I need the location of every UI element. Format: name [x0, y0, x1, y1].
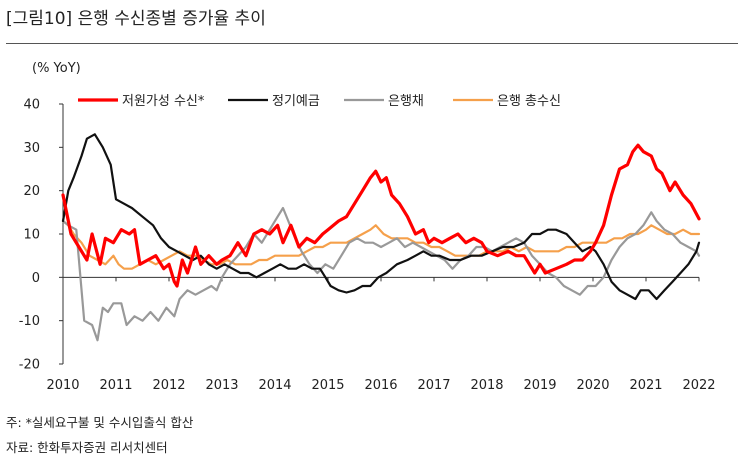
- x-tick-label: 2015: [311, 378, 344, 393]
- y-tick-label: -10: [19, 314, 40, 329]
- legend-label-1: 정기예금: [272, 94, 320, 109]
- chart-legend: 저원가성 수신* 정기예금 은행채 은행 총수신: [78, 93, 561, 109]
- x-tick-label: 2013: [205, 378, 238, 393]
- y-tick-label: 40: [23, 98, 40, 113]
- y-tick-label: 0: [32, 271, 40, 286]
- legend-label-2: 은행채: [388, 93, 424, 109]
- series-line-2: [61, 206, 701, 342]
- x-tick-label: 2020: [576, 378, 609, 393]
- x-tick-label: 2021: [629, 378, 662, 393]
- x-tick-label: 2012: [152, 378, 185, 393]
- title-divider: [6, 43, 738, 44]
- chart-series: [61, 133, 701, 342]
- series-line-0: [61, 143, 701, 288]
- x-tick-label: 2014: [258, 378, 291, 393]
- y-tick-label: 30: [23, 141, 40, 156]
- legend-label-0: 저원가성 수신*: [122, 94, 205, 109]
- figure-title: [그림10] 은행 수신종별 증가율 추이: [6, 9, 266, 29]
- x-tick-label: 2022: [682, 378, 715, 393]
- y-tick-label: 10: [23, 228, 40, 243]
- y-tick-label: 20: [23, 184, 40, 199]
- x-tick-label: 2016: [364, 378, 397, 393]
- footnote-note: 주: *실세요구불 및 수시입출식 합산: [6, 415, 194, 430]
- x-tick-label: 2019: [523, 378, 556, 393]
- x-tick-label: 2017: [417, 378, 450, 393]
- x-tick-label: 2018: [470, 378, 503, 393]
- y-tick-label: -20: [19, 358, 40, 373]
- x-tick-label: 2011: [99, 378, 132, 393]
- unit-label: (% YoY): [32, 61, 81, 76]
- footnote-source: 자료: 한화투자증권 리서치센터: [6, 440, 168, 455]
- series-line-1: [61, 133, 701, 301]
- x-tick-label: 2010: [46, 378, 79, 393]
- legend-label-3: 은행 총수신: [497, 93, 561, 109]
